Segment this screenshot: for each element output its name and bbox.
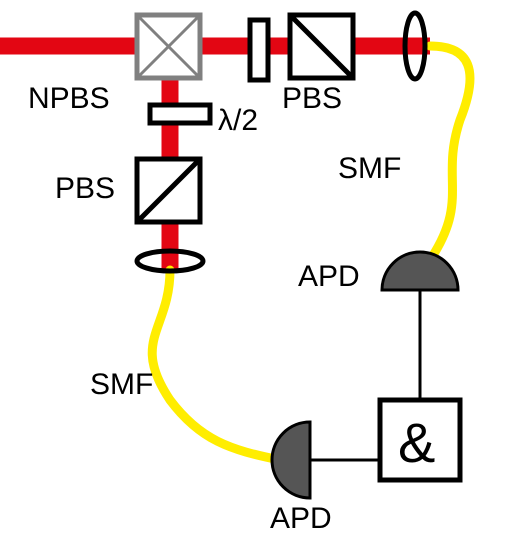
single-mode-fiber <box>152 270 280 460</box>
coincidence-label: & <box>398 410 435 475</box>
pbs1-label: PBS <box>282 82 342 116</box>
apd-detector <box>272 422 310 498</box>
pbs2-label: PBS <box>55 172 115 206</box>
apd1-label: APD <box>298 260 360 294</box>
npbs-label: NPBS <box>28 82 110 116</box>
single-mode-fiber <box>430 46 470 260</box>
smf1-label: SMF <box>338 152 401 186</box>
half-wave-plate <box>250 20 268 80</box>
half-wave-plate <box>150 105 210 123</box>
apd2-label: APD <box>270 502 332 536</box>
smf2-label: SMF <box>90 368 153 402</box>
apd-detector <box>382 252 458 290</box>
hwp-label: λ/2 <box>218 104 258 138</box>
